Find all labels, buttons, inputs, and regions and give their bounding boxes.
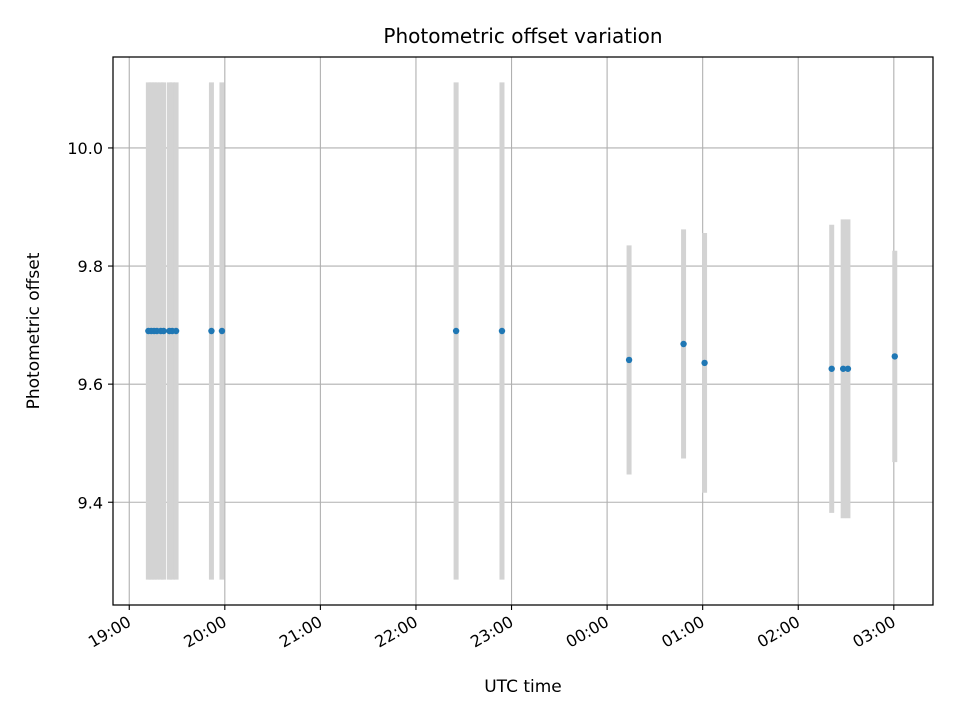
data-point xyxy=(452,327,460,335)
grid-layer xyxy=(113,57,933,605)
y-tick-label: 9.8 xyxy=(78,257,103,276)
data-point xyxy=(701,359,708,367)
point-layer xyxy=(145,327,898,372)
data-point xyxy=(160,327,167,335)
y-tick-label: 9.6 xyxy=(78,375,103,394)
data-point xyxy=(218,327,226,335)
data-point xyxy=(680,340,687,348)
data-point xyxy=(844,365,852,372)
y-tick-label: 9.4 xyxy=(78,493,103,512)
data-point xyxy=(625,356,633,364)
data-point xyxy=(828,365,835,372)
data-point xyxy=(839,365,847,372)
data-point xyxy=(891,353,898,360)
y-axis-label: Photometric offset xyxy=(24,252,44,409)
chart-title: Photometric offset variation xyxy=(383,24,662,48)
data-point xyxy=(172,327,180,335)
data-point xyxy=(208,327,215,335)
y-tick-label: 10.0 xyxy=(67,139,103,158)
x-axis-label: UTC time xyxy=(484,677,562,697)
data-point xyxy=(498,327,506,335)
plot-frame xyxy=(112,56,934,606)
